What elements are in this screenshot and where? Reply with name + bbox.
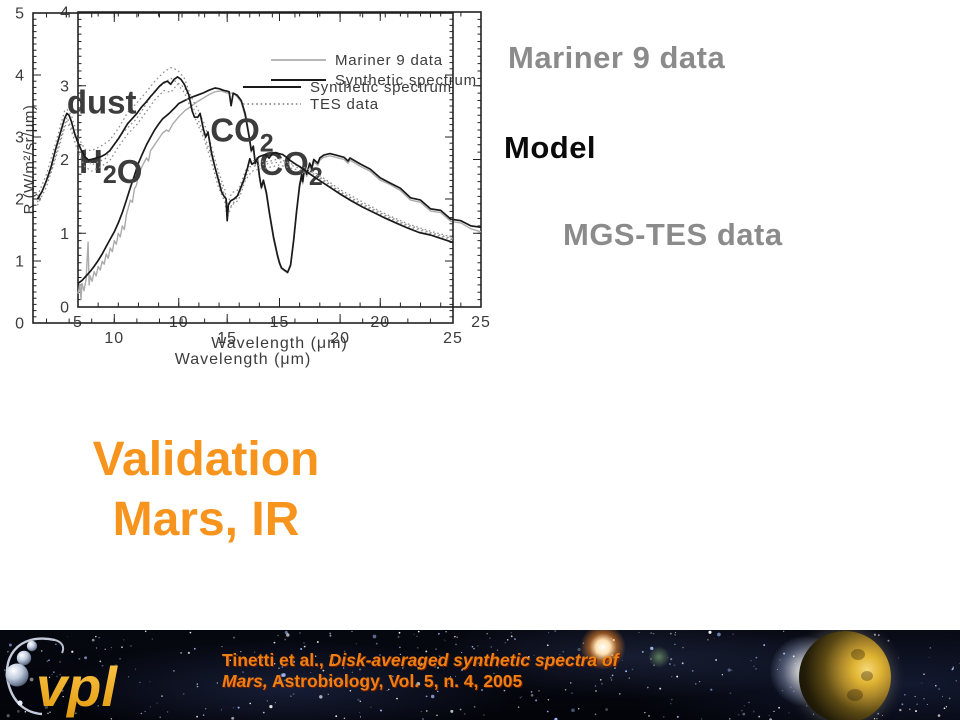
- label-model: Model: [504, 130, 597, 165]
- logo-sphere-small: [26, 640, 38, 652]
- planet-crater: [851, 649, 865, 660]
- planet-image: [799, 631, 891, 720]
- x-tick-label: 15: [217, 330, 237, 347]
- citation-title-part1: Disk-averaged synthetic spectra of: [328, 650, 619, 670]
- legend-label: Synthetic spectrum: [335, 72, 477, 89]
- y-tick-label: 5: [15, 6, 24, 23]
- x-tick-label: 25: [471, 314, 491, 331]
- citation-line2: Mars, Astrobiology, Vol. 5, n. 4, 2005: [222, 671, 618, 692]
- y-tick-label: 1: [15, 254, 24, 271]
- citation-authors: Tinetti et al.,: [222, 650, 329, 670]
- label-mgs-tes-data: MGS-TES data: [563, 217, 783, 252]
- label-mariner9-data: Mariner 9 data: [508, 40, 726, 75]
- citation-text: Tinetti et al., Disk-averaged synthetic …: [222, 650, 618, 691]
- x-tick-label: 10: [104, 330, 124, 347]
- logo-orbit-arc: [5, 637, 56, 716]
- plot-frame: [32, 12, 454, 324]
- series-solid: [36, 76, 454, 244]
- legend-label: Synthetic spectrum: [310, 79, 452, 96]
- citation-journal: Astrobiology, Vol. 5, n. 4, 2005: [267, 670, 523, 691]
- logo-orbit-arc-tip: [54, 639, 65, 654]
- citation-line1: Tinetti et al., Disk-averaged synthetic …: [222, 650, 618, 671]
- x-axis-label: Wavelength (μm): [175, 351, 312, 368]
- x-tick-label: 20: [330, 330, 350, 347]
- legend-label: TES data: [310, 96, 379, 113]
- bright-star-glow: [580, 630, 626, 670]
- y-tick-label: 2: [60, 152, 69, 169]
- citation-title-part2: Mars,: [222, 670, 268, 691]
- y-tick-label: 0: [15, 316, 24, 333]
- slide-title-line2: Mars, IR: [112, 493, 300, 547]
- logo-sphere-dot: [17, 700, 23, 706]
- slide-title-line1: Validation: [92, 433, 320, 486]
- planet-crater: [847, 689, 863, 701]
- planet-crater: [861, 671, 873, 681]
- vpl-logo: vpl: [5, 637, 118, 718]
- x-axis-label: Wavelength (μm): [211, 335, 348, 352]
- chart-annotation: H2O: [79, 143, 142, 190]
- chart-annotation: CO2: [210, 111, 273, 157]
- y-tick-label: 1: [60, 226, 69, 243]
- logo-sphere-medium: [16, 650, 32, 666]
- y-tick-label: 2: [15, 192, 24, 209]
- footer-starfield-bar: [0, 630, 960, 720]
- logo-sphere-large: [5, 663, 29, 687]
- chart-annotation: dust: [67, 83, 137, 120]
- x-tick-label: 25: [443, 330, 463, 347]
- y-tick-label: 3: [15, 130, 24, 147]
- y-tick-label: 3: [60, 78, 69, 95]
- y-tick-label: 0: [60, 300, 69, 317]
- legend-label: Mariner 9 data: [335, 52, 443, 69]
- y-tick-label: 4: [15, 68, 24, 85]
- logo-wordmark: vpl: [36, 655, 118, 718]
- slide-title: Validation Mars, IR: [46, 430, 366, 551]
- green-orb-glow: [648, 646, 670, 668]
